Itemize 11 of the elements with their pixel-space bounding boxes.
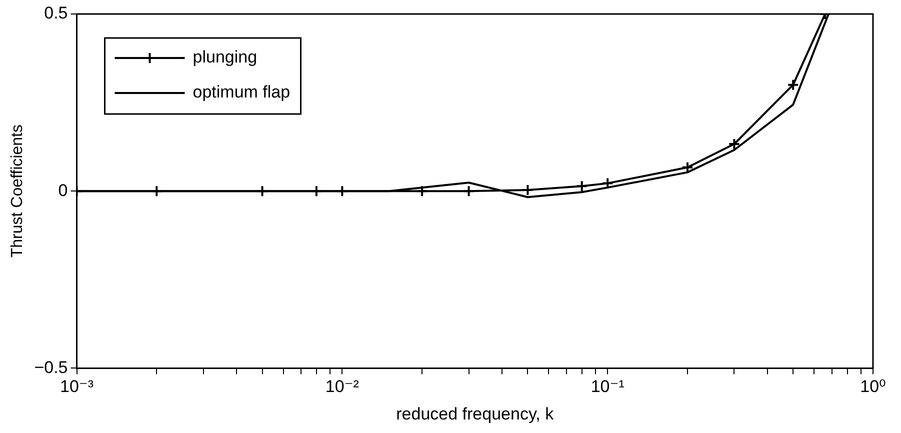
- y-tick-label: 0: [58, 180, 68, 200]
- y-axis-title: Thrust Coefficients: [9, 124, 26, 258]
- legend-label: plunging: [192, 48, 258, 67]
- x-tick-label: 10⁻³: [60, 377, 94, 396]
- x-axis-title: reduced frequency, k: [396, 404, 554, 424]
- legend-label: optimum flap: [192, 82, 290, 102]
- x-tick-label: 10⁰: [860, 377, 886, 396]
- x-tick-label: 10⁻²: [325, 377, 360, 396]
- y-tick-label: −0.5: [34, 358, 68, 377]
- y-tick-label: 0.5: [44, 4, 68, 23]
- x-tick-label: 10⁻¹: [590, 377, 625, 396]
